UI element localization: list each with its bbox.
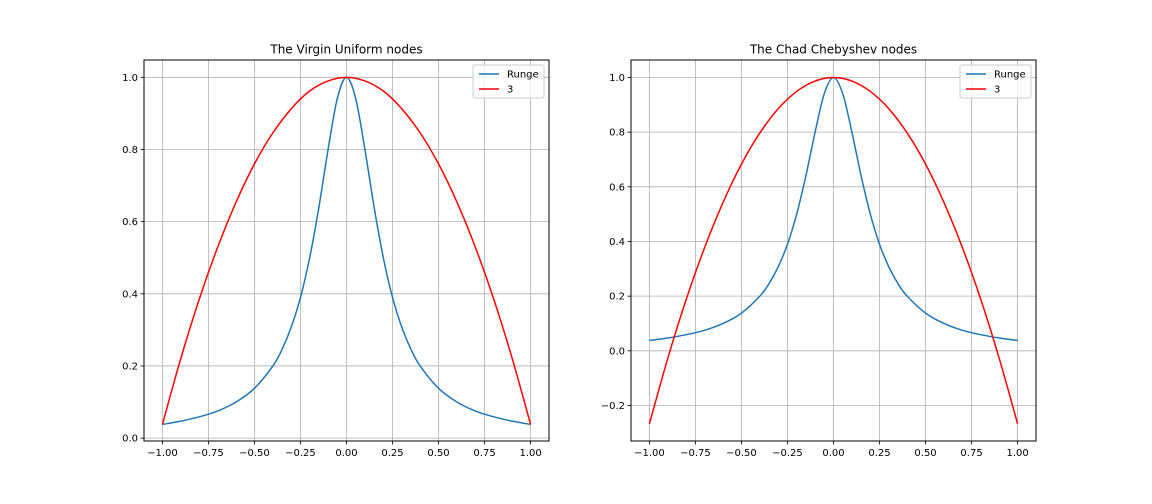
x-tick-label: −0.25: [285, 448, 316, 459]
x-tick-label: 0.25: [381, 448, 403, 459]
x-tick-label: −0.50: [239, 448, 270, 459]
x-tick-label: 0.00: [335, 448, 357, 459]
x-tick-label: −0.75: [193, 448, 224, 459]
legend-label: 3: [507, 85, 513, 96]
ticks: −1.00 −0.75 −0.50 −0.25 0.00 0.25 0.50 0.75 1.00…: [601, 73, 1029, 459]
series-line-3: [161, 76, 532, 425]
chart-title: The Chad Chebyshev nodes: [749, 43, 917, 57]
x-tick-label: 0.25: [868, 448, 890, 459]
legend: Runge 3: [472, 64, 545, 99]
y-tick-label: 0.0: [122, 434, 138, 445]
x-tick-label: 0.75: [960, 448, 982, 459]
y-tick-label: 0.8: [609, 128, 625, 139]
series-line-3: [648, 76, 1019, 424]
ticks: −1.00 −0.75 −0.50 −0.25 0.00 0.25 0.50 0.75 1.00…: [122, 73, 542, 459]
chart-title: The Virgin Uniform nodes: [269, 43, 422, 57]
series-group: [648, 76, 1019, 424]
x-tick-label: 0.75: [473, 448, 495, 459]
x-tick-label: −1.00: [147, 448, 178, 459]
legend-label: Runge: [507, 70, 539, 81]
x-tick-label: −0.25: [772, 448, 803, 459]
grid: [144, 60, 549, 441]
grid: [631, 60, 1036, 441]
x-tick-label: 1.00: [519, 448, 541, 459]
legend: Runge 3: [959, 64, 1032, 99]
x-tick-label: −0.50: [726, 448, 757, 459]
x-tick-label: −1.00: [634, 448, 665, 459]
y-tick-label: 0.2: [609, 292, 625, 303]
y-tick-label: 1.0: [609, 73, 625, 84]
x-tick-label: 0.50: [914, 448, 936, 459]
y-tick-label: 1.0: [122, 73, 138, 84]
x-tick-label: 0.50: [427, 448, 449, 459]
y-tick-label: 0.0: [609, 346, 625, 357]
y-tick-label: 0.8: [122, 145, 138, 156]
x-tick-label: 1.00: [1006, 448, 1028, 459]
legend-label: 3: [994, 85, 1000, 96]
y-tick-label: 0.2: [122, 361, 138, 372]
x-tick-label: 0.00: [822, 448, 844, 459]
x-tick-label: −0.75: [680, 448, 711, 459]
chart-chad-chebyshev: The Chad Chebyshev nodes −1.00 −0.75 −0.50…: [601, 43, 1037, 459]
y-tick-label: 0.6: [122, 217, 138, 228]
y-tick-label: −0.2: [601, 401, 625, 412]
legend-label: Runge: [994, 70, 1026, 81]
y-tick-label: 0.4: [609, 237, 625, 248]
y-tick-label: 0.4: [122, 289, 138, 300]
series-group: [161, 76, 532, 426]
y-tick-label: 0.6: [609, 182, 625, 193]
chart-virgin-uniform: The Virgin Uniform nodes −1.00 −0.75 −0.50…: [122, 43, 550, 459]
